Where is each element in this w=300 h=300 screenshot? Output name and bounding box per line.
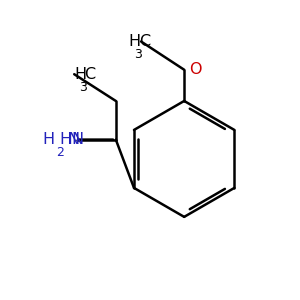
Text: H: H [59,132,71,147]
Text: 3: 3 [79,81,87,94]
Text: H: H [43,132,55,147]
Text: N: N [68,132,80,147]
Text: C: C [84,67,95,82]
Text: 2: 2 [56,146,64,159]
Text: H: H [129,34,141,49]
Text: H: H [74,67,86,82]
Text: 3: 3 [134,48,142,61]
Text: O: O [190,62,202,77]
Text: C: C [139,34,150,49]
Text: N: N [71,132,83,147]
